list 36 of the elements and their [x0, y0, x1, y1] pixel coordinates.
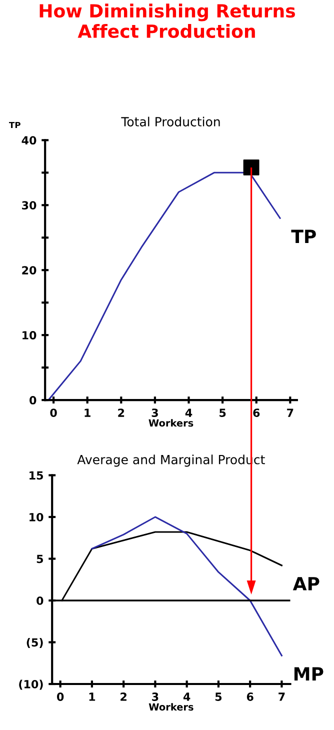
x-tick-label: 6 [246, 692, 254, 701]
x-tick-label: 1 [89, 692, 96, 701]
x-tick-label: 7 [278, 692, 285, 701]
x-tick-label: 6 [253, 408, 260, 417]
y-tick-label: 10 [22, 331, 36, 340]
x-tick-label: 7 [287, 408, 294, 417]
x-axis-title: Workers [148, 703, 194, 711]
y-tick-label: 5 [36, 554, 43, 564]
x-tick-label: 4 [185, 408, 192, 417]
x-axis-title: Workers [148, 419, 194, 427]
y-tick-label: 0 [36, 596, 44, 605]
x-tick-label: 5 [220, 408, 226, 417]
y-tick-label: 30 [22, 201, 36, 210]
chart-subtitle: Total Production [121, 116, 220, 126]
x-tick-label: 1 [84, 408, 90, 417]
y-tick-label: 0 [30, 396, 36, 404]
y-tick-label: 15 [30, 471, 43, 480]
chart-title: How Diminishing Returns Affect Production [40, 4, 295, 38]
y-tick-label: (10) [19, 680, 43, 690]
x-tick-label: 0 [50, 408, 57, 417]
y-tick-label: 10 [30, 512, 44, 522]
y-tick-label: 40 [22, 136, 36, 145]
series-label: TP [291, 230, 316, 243]
x-tick-label: 3 [152, 408, 158, 417]
x-tick-label: 2 [120, 692, 126, 701]
x-tick-label: 3 [152, 692, 158, 701]
y-tick-label: (5) [26, 638, 43, 648]
line-series [91, 516, 282, 656]
x-tick-label: 5 [215, 692, 222, 701]
series-label: MP [294, 667, 324, 680]
series-label: AP [292, 577, 320, 590]
x-tick-label: 2 [118, 408, 124, 417]
x-tick-label: 4 [183, 692, 190, 701]
y-tick-label: 20 [22, 266, 36, 274]
y-axis-title: TP [9, 122, 20, 128]
x-tick-label: 0 [56, 692, 64, 701]
